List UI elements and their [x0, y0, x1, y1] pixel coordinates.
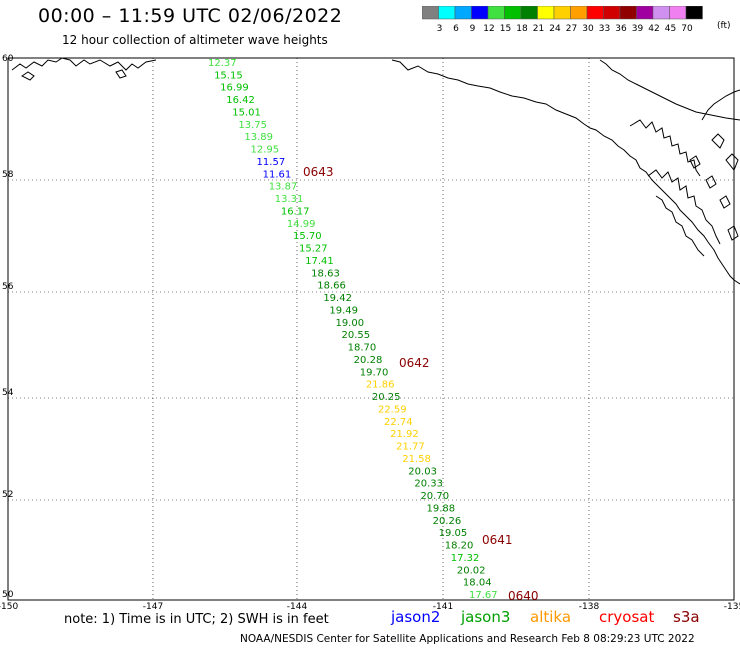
longitude-label: -147: [143, 602, 163, 612]
wave-height-value: 21.92: [390, 429, 419, 440]
pass-time-label: 0643: [303, 165, 334, 179]
wave-height-value: 19.88: [427, 503, 456, 514]
colorbar-tick-label: 36: [615, 24, 627, 34]
wave-height-value: 16.99: [220, 83, 249, 94]
wave-height-value: 13.31: [275, 194, 304, 205]
colorbar-tick-label: 15: [500, 24, 511, 34]
wave-height-value: 12.37: [208, 58, 237, 69]
map-gridlines: [8, 58, 734, 600]
wave-height-value: 16.17: [281, 206, 310, 217]
colorbar-tick-label: 24: [549, 24, 561, 34]
credit-line: NOAA/NESDIS Center for Satellite Applica…: [240, 633, 695, 645]
wave-height-value: 19.49: [329, 305, 358, 316]
colorbar-tick-label: 27: [566, 24, 577, 34]
latitude-label: 60: [2, 54, 14, 64]
longitude-label: -144: [287, 602, 308, 612]
wave-height-value: 11.61: [263, 169, 292, 180]
colorbar-tick-label: 39: [632, 24, 644, 34]
wave-height-value: 21.58: [402, 454, 431, 465]
chart-subtitle: 12 hour collection of altimeter wave hei…: [62, 33, 328, 47]
pass-time-label: 0641: [482, 533, 513, 547]
wave-height-value: 19.42: [323, 293, 352, 304]
colorbar-tick-label: 9: [470, 24, 476, 34]
wave-height-value: 20.25: [372, 392, 401, 403]
wave-height-value: 19.00: [335, 318, 364, 329]
colorbar-swatch: [685, 6, 703, 20]
wave-height-value: 18.66: [317, 281, 346, 292]
satellite-legend-cryosat: cryosat: [599, 608, 655, 626]
colorbar-tick-label: 30: [582, 24, 594, 34]
alaska-coastline: [11, 57, 740, 285]
longitude-label: -150: [0, 602, 18, 612]
wave-height-value: 18.63: [311, 268, 340, 279]
wave-height-value: 20.02: [457, 565, 486, 576]
wave-height-value: 17.67: [469, 590, 498, 601]
latitude-label: 50: [2, 590, 14, 600]
latitude-label: 58: [2, 170, 14, 180]
wave-height-value: 11.57: [257, 157, 286, 168]
wave-height-value: 20.26: [433, 516, 462, 527]
wave-height-value: 20.33: [414, 479, 443, 490]
colorbar-unit-label: (ft): [717, 21, 731, 31]
latitude-label: 52: [2, 490, 13, 500]
colorbar-tick-label: 33: [599, 24, 610, 34]
wave-height-value: 15.15: [214, 70, 243, 81]
wave-height-value: 18.20: [445, 541, 474, 552]
wave-height-value: 13.75: [238, 120, 267, 131]
wave-height-value: 15.01: [232, 107, 261, 118]
wave-height-value: 20.70: [420, 491, 449, 502]
satellite-legend-jason2: jason2: [391, 608, 441, 626]
satellite-legend-altika: altika: [530, 608, 572, 626]
longitude-label: -141: [433, 602, 453, 612]
wave-height-value: 12.95: [250, 145, 279, 156]
wave-height-value: 22.59: [378, 404, 407, 415]
colorbar-tick-label: 70: [681, 24, 693, 34]
wave-height-value: 20.55: [342, 330, 371, 341]
wave-height-value: 21.77: [396, 442, 425, 453]
colorbar-tick-label: 42: [648, 24, 659, 34]
longitude-label: -138: [579, 602, 600, 612]
colorbar-tick-label: 6: [453, 24, 459, 34]
colorbar-tick-label: 18: [516, 24, 528, 34]
pass-time-label: 0640: [508, 589, 539, 603]
wave-height-value: 17.41: [305, 256, 334, 267]
pass-labels: 0643 0642 0641 0640: [303, 165, 539, 603]
map-frame: [7, 57, 735, 601]
wave-height-value: 19.70: [360, 367, 389, 378]
footnote: note: 1) Time is in UTC; 2) SWH is in fe…: [64, 612, 329, 627]
wave-height-value: 20.28: [354, 355, 383, 366]
colorbar-tick-label: 12: [483, 24, 494, 34]
wave-height-value: 15.70: [293, 231, 322, 242]
wave-height-value: 18.70: [348, 343, 377, 354]
latitude-label: 54: [2, 388, 14, 398]
satellite-legend-jason3: jason3: [461, 608, 511, 626]
colorbar-legend: 3 6 9 12 15 18 21 24 27 30 33 36 39 42 45 70: [422, 6, 703, 34]
pass-time-label: 0642: [399, 356, 430, 370]
colorbar-tick-label: 3: [437, 24, 443, 34]
wave-height-value: 13.87: [269, 182, 298, 193]
satellite-legend-s3a: s3a: [673, 608, 700, 626]
wave-height-value: 14.99: [287, 219, 316, 230]
wave-height-value: 17.32: [451, 553, 480, 564]
wave-height-value: 21.86: [366, 380, 395, 391]
latitude-label: 56: [2, 282, 14, 292]
wave-height-value: 22.74: [384, 417, 413, 428]
colorbar-tick-label: 45: [665, 24, 676, 34]
axis-tick-labels: -150 -147 -144 -141 -138 -135 50 52 54 56 58 60: [0, 54, 740, 612]
wave-height-value: 18.04: [463, 578, 492, 589]
wave-height-value: 15.27: [299, 244, 328, 255]
wave-height-value: 13.89: [244, 132, 273, 143]
colorbar-tick-label: 21: [533, 24, 544, 34]
chart-title: 00:00 – 11:59 UTC 02/06/2022: [38, 5, 343, 27]
map-canvas: -150 -147 -144 -141 -138 -135 50 52 54 56 58 60 12.…: [0, 54, 740, 612]
wave-height-value: 19.05: [439, 528, 468, 539]
wave-height-value: 20.03: [408, 466, 437, 477]
wave-height-value: 16.42: [226, 95, 255, 106]
longitude-label: -135: [724, 602, 740, 612]
